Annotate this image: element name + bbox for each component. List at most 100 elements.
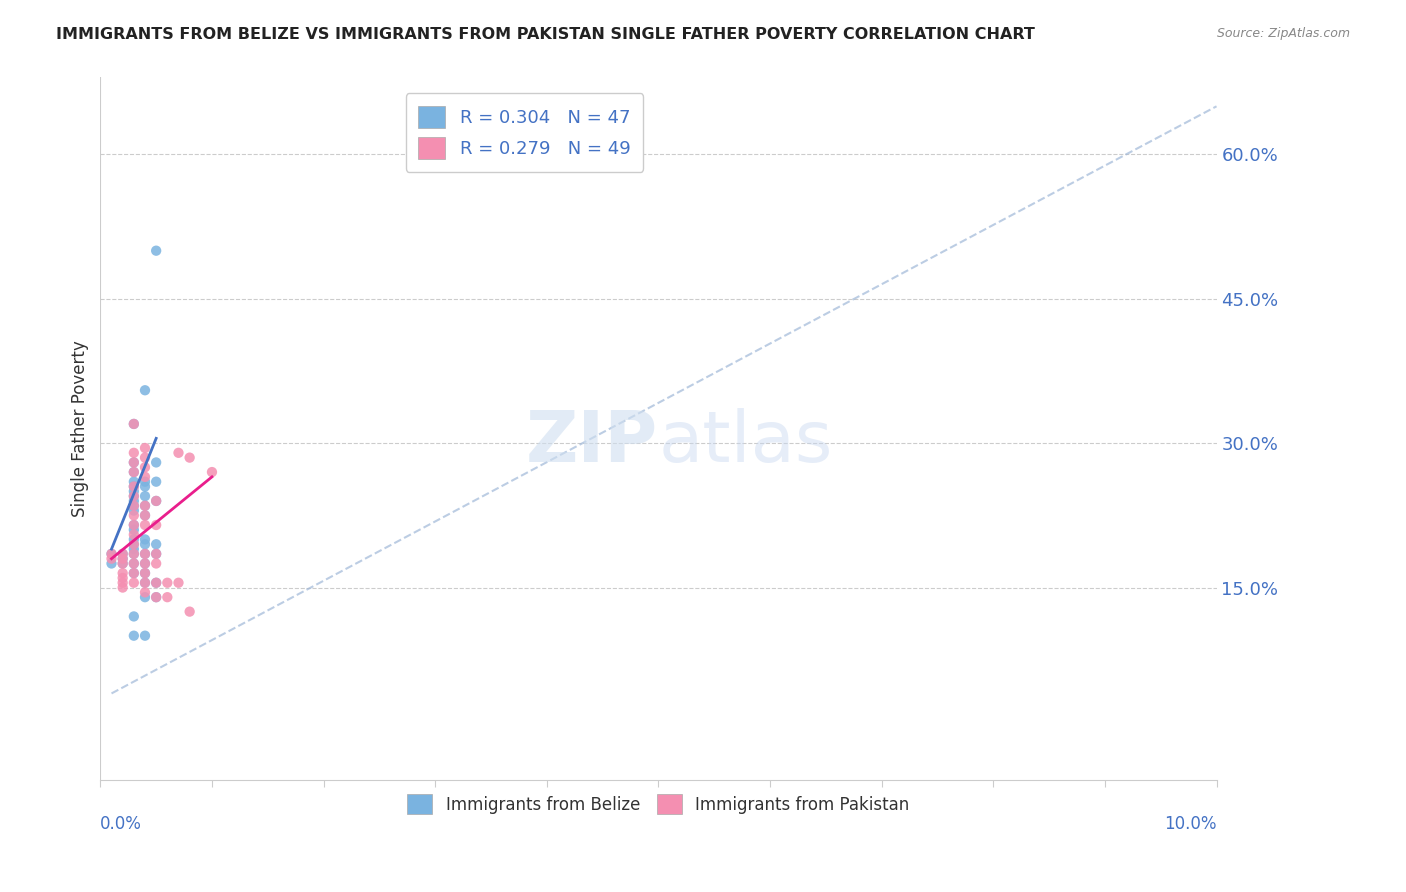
Point [122, 465, 145, 479]
Point [122, 518, 145, 533]
Point [145, 590, 167, 604]
Point [134, 470, 156, 484]
Point [134, 475, 156, 489]
Point [111, 547, 134, 561]
Point [134, 508, 156, 523]
Text: ZIP: ZIP [526, 409, 658, 477]
Point [111, 557, 134, 571]
Point [122, 537, 145, 551]
Point [122, 609, 145, 624]
Point [122, 523, 145, 537]
Point [122, 527, 145, 541]
Point [145, 547, 167, 561]
Point [134, 533, 156, 547]
Point [122, 557, 145, 571]
Point [134, 629, 156, 643]
Point [145, 547, 167, 561]
Point [167, 575, 190, 590]
Point [122, 465, 145, 479]
Point [100, 547, 122, 561]
Point [134, 499, 156, 513]
Point [145, 244, 167, 258]
Point [145, 455, 167, 469]
Point [122, 479, 145, 493]
Point [145, 557, 167, 571]
Point [100, 551, 122, 566]
Point [134, 450, 156, 465]
Point [145, 590, 167, 604]
Point [122, 629, 145, 643]
Point [134, 518, 156, 533]
Point [122, 508, 145, 523]
Point [111, 551, 134, 566]
Point [122, 417, 145, 431]
Text: atlas: atlas [658, 409, 832, 477]
Point [134, 585, 156, 599]
Point [100, 547, 122, 561]
Point [111, 547, 134, 561]
Point [134, 547, 156, 561]
Text: Source: ZipAtlas.com: Source: ZipAtlas.com [1216, 27, 1350, 40]
Point [134, 508, 156, 523]
Point [111, 571, 134, 585]
Point [122, 489, 145, 503]
Point [134, 575, 156, 590]
Point [134, 537, 156, 551]
Point [145, 475, 167, 489]
Point [179, 605, 201, 619]
Point [111, 551, 134, 566]
Text: 0.0%: 0.0% [100, 815, 142, 833]
Point [122, 557, 145, 571]
Point [122, 499, 145, 513]
Point [179, 450, 201, 465]
Point [122, 494, 145, 508]
Point [122, 575, 145, 590]
Point [156, 590, 179, 604]
Point [134, 566, 156, 581]
Point [134, 547, 156, 561]
Point [111, 581, 134, 595]
Point [111, 557, 134, 571]
Text: IMMIGRANTS FROM BELIZE VS IMMIGRANTS FROM PAKISTAN SINGLE FATHER POVERTY CORRELA: IMMIGRANTS FROM BELIZE VS IMMIGRANTS FRO… [56, 27, 1035, 42]
Point [100, 557, 122, 571]
Point [134, 383, 156, 397]
Point [122, 547, 145, 561]
Point [122, 537, 145, 551]
Point [145, 494, 167, 508]
Point [122, 417, 145, 431]
Point [134, 460, 156, 475]
Point [134, 441, 156, 455]
Point [134, 489, 156, 503]
Point [122, 542, 145, 557]
Point [134, 590, 156, 604]
Point [145, 537, 167, 551]
Point [111, 575, 134, 590]
Point [122, 489, 145, 503]
Y-axis label: Single Father Poverty: Single Father Poverty [72, 341, 89, 517]
Point [145, 518, 167, 533]
Point [134, 575, 156, 590]
Point [134, 566, 156, 581]
Point [122, 446, 145, 460]
Point [122, 475, 145, 489]
Point [122, 547, 145, 561]
Point [134, 557, 156, 571]
Point [134, 557, 156, 571]
Point [122, 566, 145, 581]
Point [111, 566, 134, 581]
Legend: Immigrants from Belize, Immigrants from Pakistan: Immigrants from Belize, Immigrants from … [401, 788, 917, 821]
Point [156, 575, 179, 590]
Point [122, 479, 145, 493]
Point [122, 499, 145, 513]
Point [201, 465, 224, 479]
Point [122, 518, 145, 533]
Point [145, 575, 167, 590]
Point [122, 566, 145, 581]
Point [122, 455, 145, 469]
Point [134, 499, 156, 513]
Point [145, 575, 167, 590]
Text: 10.0%: 10.0% [1164, 815, 1216, 833]
Point [145, 494, 167, 508]
Point [122, 484, 145, 499]
Point [167, 446, 190, 460]
